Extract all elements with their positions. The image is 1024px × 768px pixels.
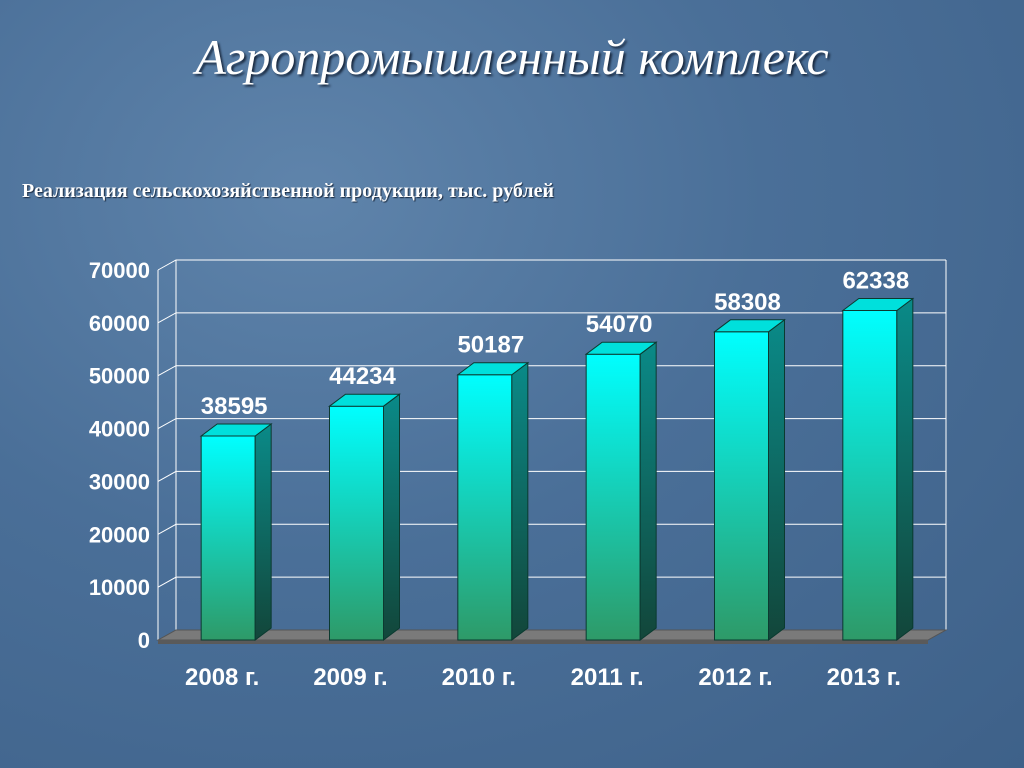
bar-side xyxy=(511,361,529,642)
y-tick-label: 30000 xyxy=(89,469,150,494)
gridline xyxy=(157,418,946,430)
y-tick-label: 50000 xyxy=(89,364,150,389)
y-tick-label: 10000 xyxy=(89,575,150,600)
x-axis-ticks: 2008 г. 2009 г. 2010 г. 2011 г. 2012 г. 2013 … xyxy=(185,664,901,691)
gridlines xyxy=(157,259,947,640)
x-tick-label: 2009 г. xyxy=(313,664,387,691)
y-tick-label: 70000 xyxy=(89,258,150,283)
gridline xyxy=(157,312,946,324)
gridline xyxy=(157,576,946,588)
bar-top xyxy=(584,341,658,355)
data-label: 62338 xyxy=(842,267,909,294)
bar xyxy=(457,374,513,641)
gridline xyxy=(157,470,946,482)
x-tick-label: 2008 г. xyxy=(185,664,259,691)
data-label: 38595 xyxy=(201,393,268,420)
y-tick-label: 0 xyxy=(138,628,150,653)
y-axis-ticks: 0 10000 20000 30000 40000 50000 60000 70000 xyxy=(89,258,150,653)
data-label: 44234 xyxy=(329,363,396,390)
data-label: 58308 xyxy=(714,289,781,316)
bar xyxy=(200,435,256,641)
slide-title: Агропромышленный комплекс xyxy=(195,29,829,85)
x-tick-label: 2010 г. xyxy=(442,664,516,691)
x-tick-label: 2012 г. xyxy=(698,664,772,691)
bar xyxy=(714,331,769,641)
bar xyxy=(585,353,641,641)
bar xyxy=(842,309,898,641)
gridline xyxy=(157,259,946,271)
floor-front xyxy=(158,640,928,644)
chart-subtitle: Реализация сельскохозяйственной продукци… xyxy=(22,180,554,202)
x-tick-label: 2013 г. xyxy=(827,664,901,691)
bar-side xyxy=(768,318,785,641)
data-label: 54070 xyxy=(586,311,653,338)
bar-top xyxy=(713,319,786,333)
gridline xyxy=(157,365,946,377)
y-tick-label: 40000 xyxy=(89,417,150,442)
chart-floor xyxy=(156,629,948,644)
bar-top xyxy=(199,423,273,437)
bar-top xyxy=(841,297,915,311)
y-tick-label: 20000 xyxy=(89,522,150,547)
x-tick-label: 2011 г. xyxy=(571,664,644,691)
bar-top xyxy=(456,362,530,376)
bar-side xyxy=(383,393,400,641)
bar-side xyxy=(896,297,914,641)
data-label: 50187 xyxy=(457,332,524,359)
bar xyxy=(329,405,384,641)
bar-side xyxy=(639,341,657,641)
bars xyxy=(199,297,915,642)
y-tick-label: 60000 xyxy=(89,311,150,336)
gridline xyxy=(157,523,946,535)
data-labels: 38595 44234 50187 54070 58308 62338 xyxy=(201,267,909,419)
floor-top xyxy=(156,629,948,641)
bar-side xyxy=(254,422,272,642)
bar-top xyxy=(328,393,401,407)
